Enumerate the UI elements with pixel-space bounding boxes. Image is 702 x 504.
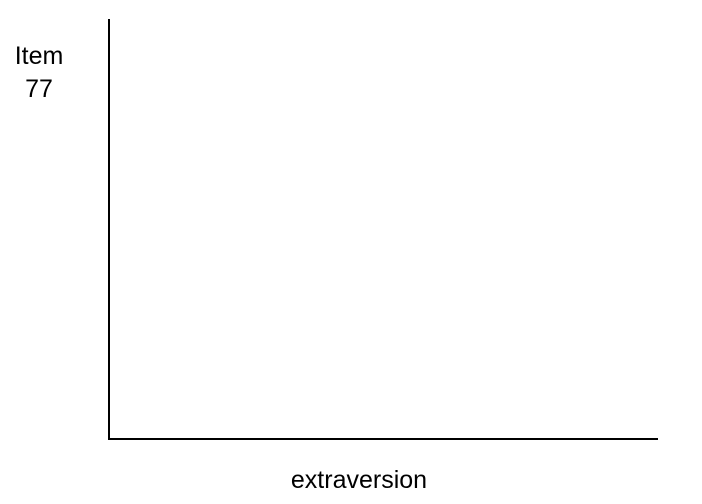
y-axis-label: Item 77 (2, 40, 76, 106)
y-axis-label-line-1: Item (14, 42, 64, 70)
x-axis-label: extraversion (290, 466, 428, 494)
y-axis-label-line-2: 77 (25, 75, 53, 103)
